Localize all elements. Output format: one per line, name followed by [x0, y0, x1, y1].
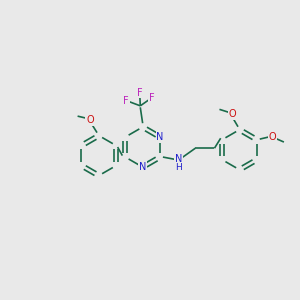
- Text: O: O: [268, 132, 276, 142]
- Text: N: N: [175, 154, 182, 164]
- Text: N: N: [156, 132, 164, 142]
- Text: F: F: [137, 88, 142, 98]
- Text: O: O: [86, 115, 94, 125]
- Text: F: F: [123, 95, 129, 106]
- Text: N: N: [139, 162, 146, 172]
- Text: H: H: [176, 163, 182, 172]
- Text: O: O: [228, 110, 236, 119]
- Text: F: F: [149, 93, 155, 103]
